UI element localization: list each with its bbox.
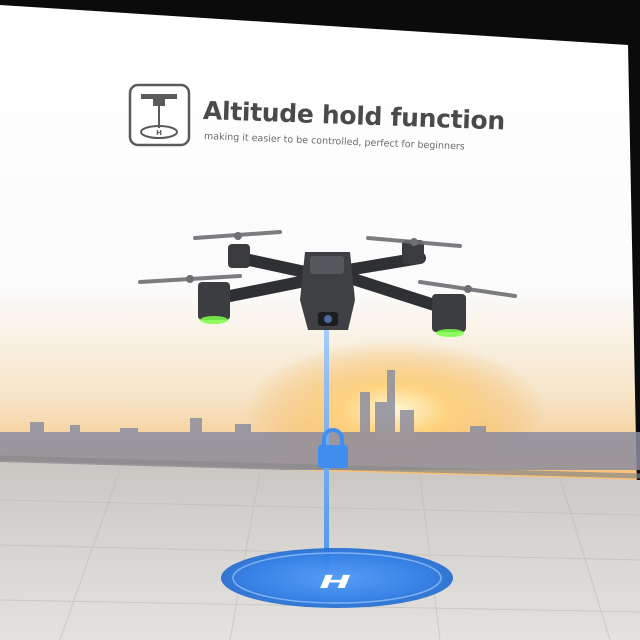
landing-pad-letter: H [315,572,355,593]
lock-icon [318,428,348,468]
landing-pad [221,548,453,608]
svg-text:H: H [156,129,162,137]
drone [138,230,517,337]
drone-hover-icon: H [128,83,191,147]
drone-led [436,329,464,337]
drone-led [200,316,228,324]
